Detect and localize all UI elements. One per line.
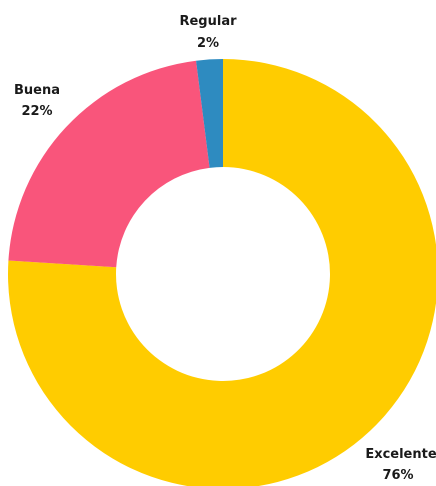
slice-regular bbox=[196, 59, 223, 168]
label-buena-value: 22% bbox=[21, 104, 52, 119]
label-buena-name: Buena bbox=[14, 83, 60, 98]
slice-buena bbox=[8, 60, 210, 268]
label-regular-value: 2% bbox=[197, 36, 219, 51]
label-regular-name: Regular bbox=[179, 14, 237, 29]
label-excelente-value: 76% bbox=[382, 468, 413, 483]
slices-group bbox=[8, 59, 436, 486]
label-excelente-name: Excelente bbox=[365, 447, 436, 462]
slice-excelente bbox=[8, 59, 436, 486]
